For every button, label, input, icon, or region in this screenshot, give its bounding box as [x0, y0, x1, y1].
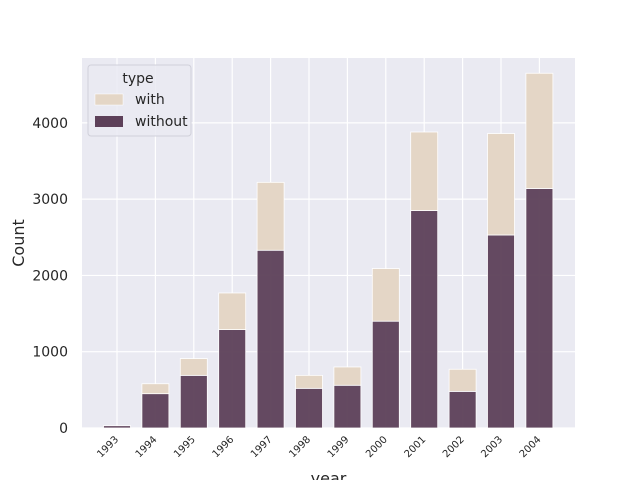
x-tick-label: 2000 — [364, 434, 390, 460]
bar-without — [256, 249, 285, 429]
bar-without — [295, 387, 323, 429]
legend-swatch-with — [94, 93, 124, 106]
x-tick-label: 2004 — [518, 434, 544, 460]
legend: type with without — [87, 64, 192, 137]
bar-with — [448, 368, 477, 392]
x-tick-label: 1995 — [172, 434, 198, 460]
bar-with — [179, 358, 208, 376]
bar-without — [371, 320, 400, 429]
x-tick-label: 1994 — [134, 434, 160, 460]
x-tick-label: 2002 — [441, 434, 467, 460]
bar-without — [141, 393, 170, 429]
bar-with — [141, 383, 170, 395]
y-tick-label: 3000 — [32, 192, 68, 208]
bar-without — [333, 384, 362, 429]
bar-with — [333, 366, 362, 386]
bar-with — [487, 133, 515, 236]
x-ticks: 1993 1994 1995 1996 1997 1998 1999 2000 2001 2002… — [95, 434, 543, 460]
legend-label-with: with — [135, 92, 165, 108]
bar-with — [525, 72, 554, 189]
x-tick-label: 1993 — [95, 434, 121, 460]
bar-with — [371, 268, 400, 322]
x-tick-label: 1997 — [249, 434, 275, 460]
bars — [103, 72, 554, 429]
bar-without — [525, 188, 554, 429]
y-tick-label: 0 — [59, 421, 68, 437]
y-tick-label: 2000 — [32, 268, 68, 284]
bar-without — [448, 390, 477, 429]
legend-label-without: without — [135, 114, 188, 130]
x-axis-label: year — [311, 469, 347, 480]
y-tick-label: 4000 — [32, 116, 68, 132]
bar-with — [218, 292, 247, 330]
legend-entries: with without — [94, 92, 188, 130]
x-tick-label: 1999 — [326, 434, 352, 460]
legend-title: type — [122, 71, 153, 87]
bar-without — [487, 234, 515, 429]
legend-swatch-without — [95, 116, 123, 127]
bar-with — [256, 181, 285, 251]
x-tick-label: 2003 — [479, 434, 505, 460]
y-axis-label: Count — [9, 219, 28, 267]
bar-without — [410, 210, 439, 429]
bar-with — [410, 131, 439, 211]
y-tick-label: 1000 — [32, 345, 68, 361]
bar-without — [179, 374, 208, 429]
x-tick-label: 1996 — [211, 434, 237, 460]
x-tick-label: 2001 — [403, 434, 429, 460]
bar-without — [103, 425, 131, 429]
y-ticks: 0 1000 2000 3000 4000 — [32, 116, 68, 437]
x-tick-label: 1998 — [287, 434, 313, 460]
bar-without — [218, 329, 247, 429]
bar-with — [295, 374, 323, 389]
